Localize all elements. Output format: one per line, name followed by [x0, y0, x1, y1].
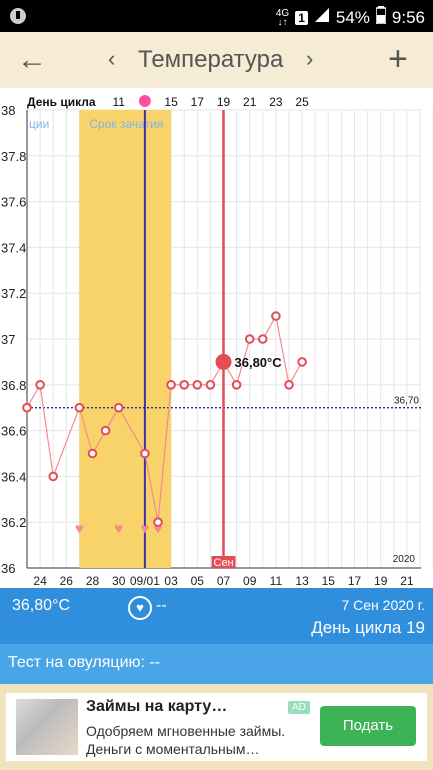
cycle-day-label: 19: [217, 95, 231, 109]
y-tick-label: 37.8: [1, 149, 26, 164]
ad-container: Займы на карту… AD Одобряем мгновенные з…: [0, 684, 433, 770]
data-point: [192, 380, 203, 390]
fertile-window-label-prefix: ции: [29, 117, 49, 131]
data-point: [140, 448, 150, 459]
sim-badge: 1: [295, 10, 308, 25]
x-tick-label: 24: [33, 574, 47, 588]
summary-temperature: 36,80°C: [12, 597, 70, 614]
battery-icon: [375, 6, 387, 29]
y-tick-label: 36: [1, 561, 15, 576]
data-point: [271, 311, 281, 321]
data-point: [74, 402, 85, 413]
data-point: [297, 357, 307, 367]
ad-text-line-2: Деньги с моментальным…: [86, 741, 260, 757]
network-type-icon: 4G ↓↑: [275, 7, 290, 28]
cycle-day-label: 21: [243, 95, 257, 109]
y-tick-label: 36.4: [1, 469, 26, 484]
heart-mark: ♥: [75, 521, 84, 538]
x-tick-label: 17: [348, 574, 362, 588]
y-tick-label: 36.2: [1, 515, 26, 530]
selected-date-tag: [211, 556, 236, 568]
selected-point[interactable]: [215, 353, 232, 370]
summary-date: 7 Сен 2020 г.: [341, 597, 425, 613]
y-tick-label: 37.4: [1, 240, 26, 255]
x-tick-label: 26: [60, 574, 74, 588]
heart-icon[interactable]: ♥: [128, 596, 152, 620]
ad-badge: AD: [288, 701, 310, 714]
x-tick-label: 03: [164, 574, 178, 588]
ad-cta-button[interactable]: Подать: [320, 706, 416, 746]
y-tick-label: 36.8: [1, 378, 26, 393]
year-label: 2020: [393, 554, 416, 565]
ovulation-test-row[interactable]: Тест на овуляцию: --: [0, 644, 433, 684]
heart-mark: ♥: [140, 521, 149, 538]
cycle-day-label: 25: [295, 95, 309, 109]
summary-bar: 36,80°C ♥ -- 7 Сен 2020 г. День цикла 19: [0, 588, 433, 644]
add-icon[interactable]: +: [388, 40, 408, 78]
data-point: [166, 380, 176, 390]
x-tick-label: 11: [270, 574, 283, 588]
x-tick-label: 15: [322, 574, 336, 588]
ad-text-line-1: Одобряем мгновенные займы.: [86, 723, 286, 739]
status-bar: 4G ↓↑ 1 54% 9:56: [0, 0, 433, 32]
temperature-chart[interactable]: ции Срок зачатия 36,70 38 37.8 37.6 37.4 37.…: [0, 88, 433, 588]
ad-banner[interactable]: Займы на карту… AD Одобряем мгновенные з…: [6, 693, 427, 761]
back-arrow-icon[interactable]: ←: [17, 43, 47, 76]
battery-percent: 54%: [335, 7, 370, 27]
x-tick-label: 09/01: [130, 574, 160, 588]
chevron-left-icon[interactable]: ‹: [108, 46, 116, 71]
selected-date-label: Сен: [214, 557, 234, 569]
cycle-day-label: 15: [164, 95, 178, 109]
clock: 9:56: [391, 7, 425, 27]
y-tick-label: 36.6: [1, 424, 26, 439]
selected-value-label: 36,80°C: [235, 355, 283, 370]
x-tick-label: 21: [400, 574, 414, 588]
x-tick-label: 05: [191, 574, 205, 588]
x-tick-label: 09: [243, 574, 257, 588]
cycle-day-title: День цикла: [27, 95, 96, 109]
y-tick-label: 37.2: [1, 286, 26, 301]
cycle-day-label: 17: [191, 95, 205, 109]
heart-mark: ♥: [114, 521, 123, 538]
data-point: [244, 334, 255, 344]
ad-thumbnail[interactable]: [16, 699, 78, 755]
heart-mark: ♥: [154, 521, 163, 538]
x-tick-label: 28: [86, 574, 100, 588]
coverline-label: 36,70: [394, 396, 419, 407]
data-point: [284, 380, 294, 390]
data-point: [153, 517, 163, 528]
ovulation-test-label: Тест на овуляцию: --: [8, 654, 161, 671]
summary-cycle-day: День цикла 19: [311, 618, 425, 637]
y-tick-label: 37.6: [1, 195, 26, 210]
data-point: [258, 334, 268, 344]
data-point: [100, 425, 111, 436]
data-point: [35, 380, 45, 390]
page-title: Температура: [138, 46, 284, 73]
cycle-day-label: 11: [112, 95, 125, 109]
y-tick-label: 37: [1, 332, 15, 347]
ad-title[interactable]: Займы на карту…: [86, 698, 228, 715]
data-point: [231, 380, 242, 390]
data-point: [48, 471, 59, 482]
signal-icon: [314, 7, 330, 28]
chevron-right-icon[interactable]: ›: [306, 46, 314, 71]
data-point: [179, 380, 189, 390]
fertile-window: [79, 110, 172, 568]
data-point: [113, 402, 124, 413]
chart-svg[interactable]: ции Срок зачатия 36,70 38 37.8 37.6 37.4 37.…: [0, 88, 433, 588]
x-tick-label: 30: [112, 574, 126, 588]
x-tick-label: 13: [295, 574, 309, 588]
data-point: [87, 448, 98, 459]
notification-icon: [8, 6, 28, 26]
summary-note: --: [156, 597, 167, 614]
x-tick-label: 19: [374, 574, 388, 588]
data-point: [22, 402, 32, 413]
data-point: [205, 380, 216, 390]
x-tick-label: 07: [217, 574, 231, 588]
y-tick-label: 38: [1, 103, 15, 118]
ovulation-dot-icon: [138, 95, 151, 107]
app-header: ← ‹ Температура › +: [0, 32, 433, 88]
cycle-day-label: 23: [269, 95, 283, 109]
fertile-window-label: Срок зачатия: [89, 117, 163, 131]
